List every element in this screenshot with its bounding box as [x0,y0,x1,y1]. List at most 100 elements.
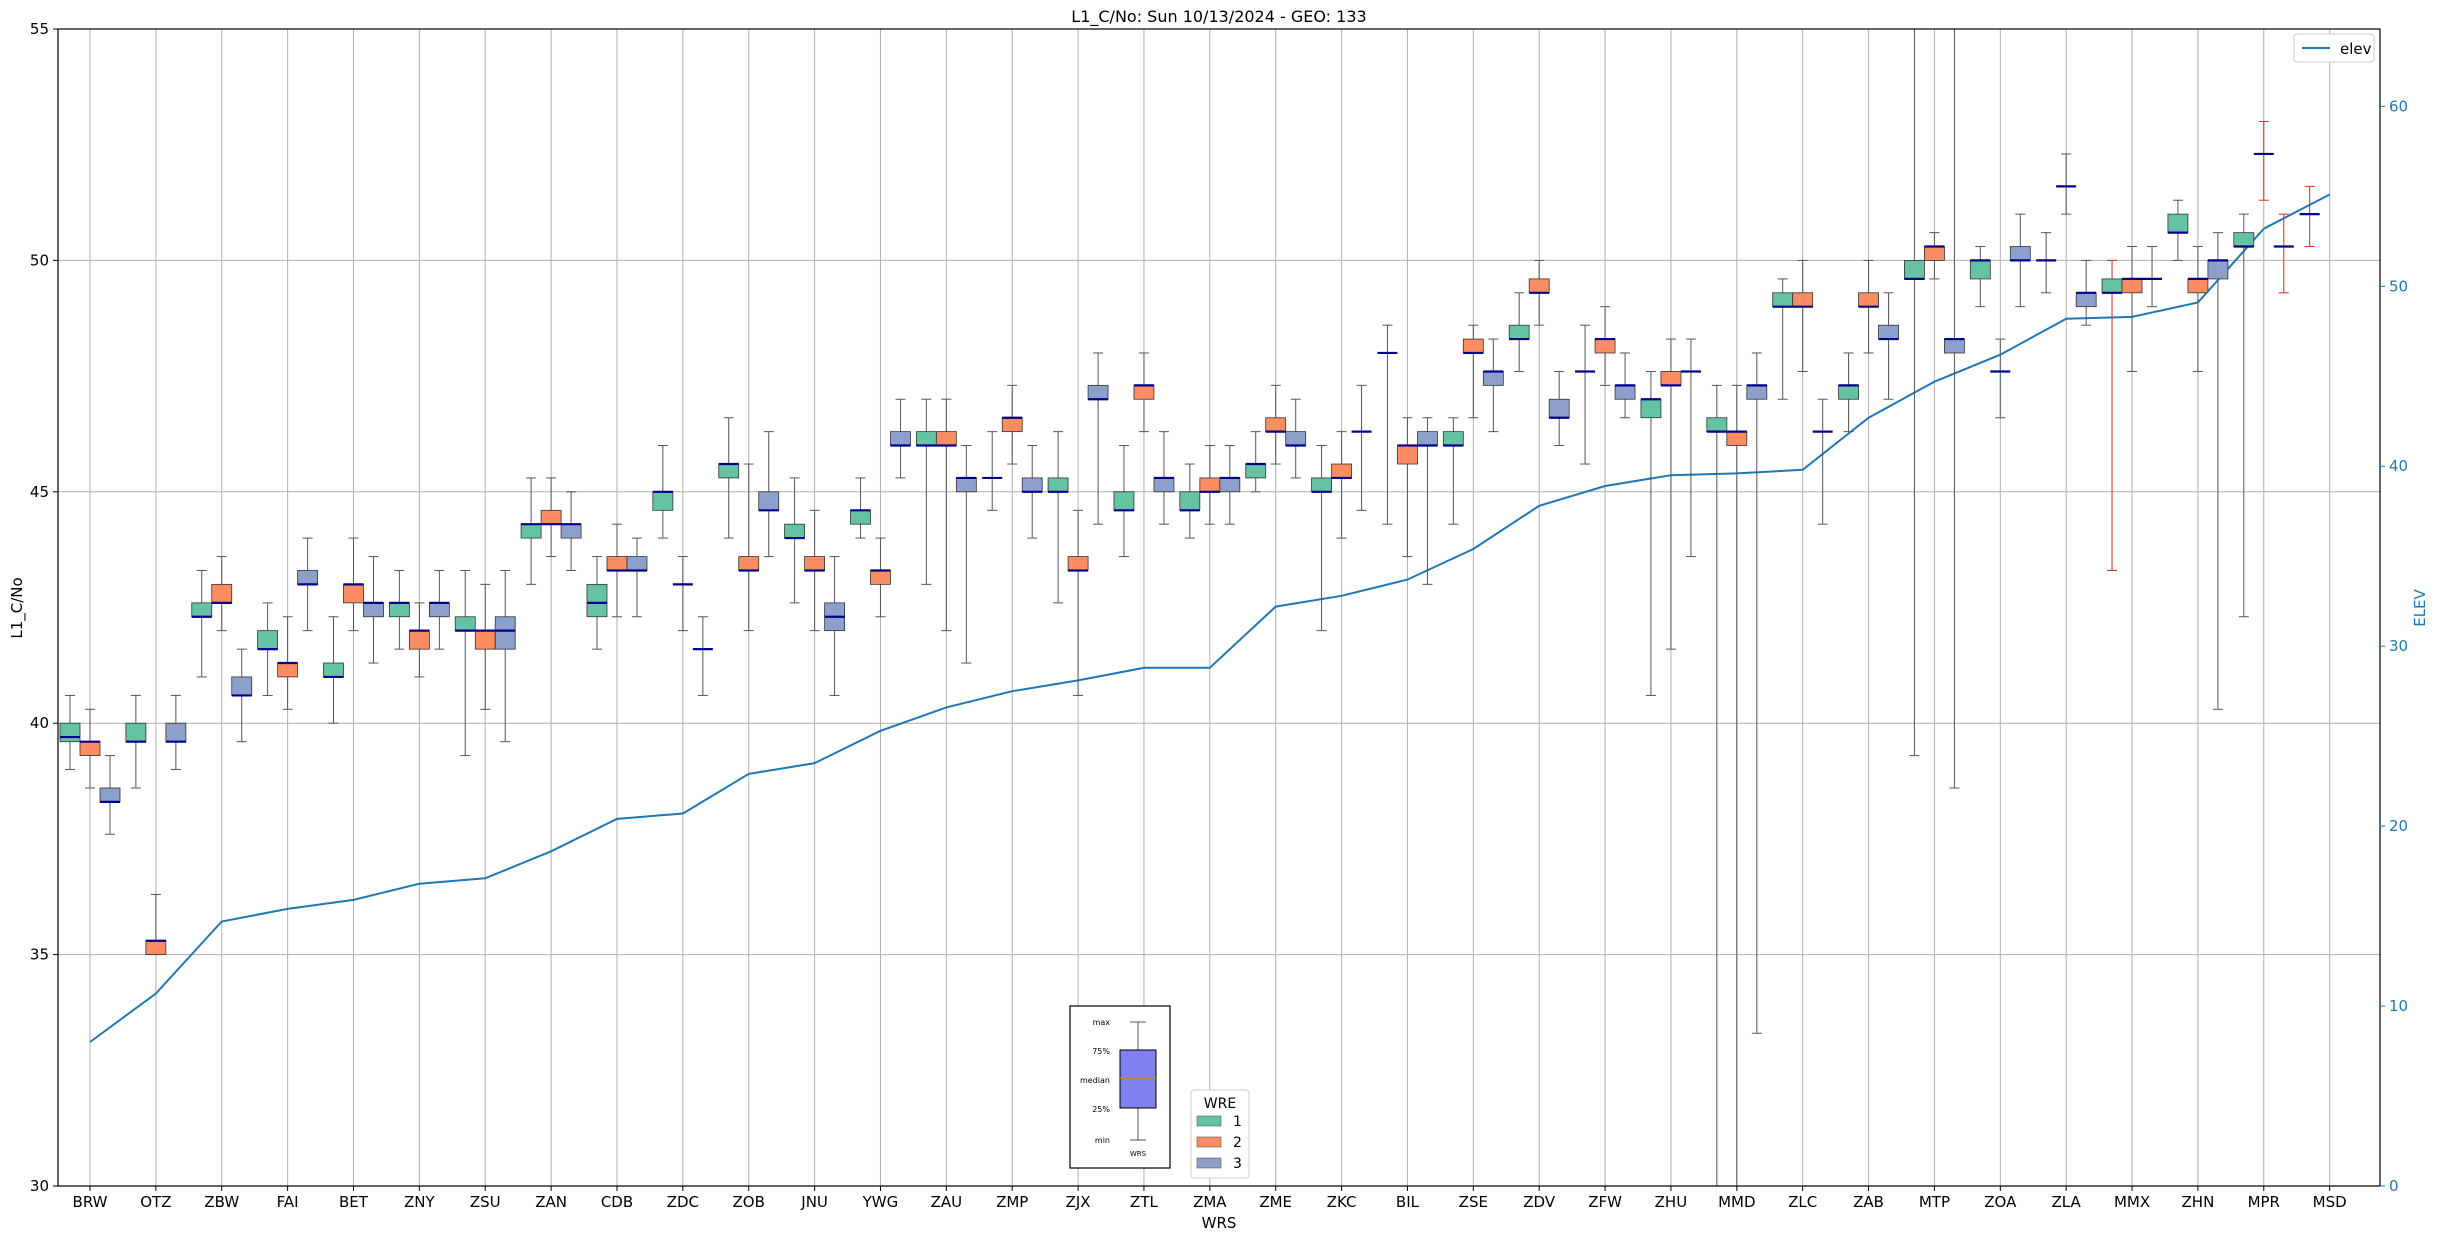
box-body [145,940,167,956]
box-body [79,741,101,756]
x-tick-label: ZDC [667,1193,699,1211]
box-mpr-wre3 [2273,213,2294,294]
elev-layer [89,193,2331,1043]
y2-tick-label: 30 [2389,637,2408,655]
box-zoa-wre2 [1990,338,2011,419]
x-tick-label: JNU [800,1193,828,1211]
box-body [1944,338,1965,354]
box-body [1285,431,1307,446]
box-body [191,602,213,618]
box-mpr-wre1 [2233,213,2255,618]
box-body [297,570,319,585]
box-zab-wre1 [1838,352,1859,433]
box-zkc-wre3 [1351,384,1372,511]
wre-legend-label-3: 3 [1233,1156,1242,1172]
box-body [1482,371,1504,386]
box-zfw-wre2 [1594,306,1616,386]
box-body [1331,463,1352,479]
box-zob-wre1 [718,417,740,539]
box-body [474,630,496,650]
x-tick-label: CDB [601,1193,633,1211]
box-body [99,787,121,803]
box-zdc-wre2 [672,556,693,632]
y-tick-label: 40 [30,714,49,732]
box-body [1878,324,1899,340]
x-tick-label: ZDV [1523,1193,1556,1211]
box-body [1113,491,1135,511]
y-tick-label: 45 [30,483,49,501]
box-body [428,602,450,618]
box-body [1969,259,1991,280]
box-body [2233,232,2255,247]
y2-tick-label: 10 [2389,997,2408,1015]
box-zkc-wre2 [1331,431,1352,539]
box-body [277,662,299,678]
box-zmp-wre2 [1001,384,1023,465]
box-body [1660,371,1682,386]
x-tick-label: ZME [1259,1193,1292,1211]
wre-legend-swatch-1 [1196,1115,1222,1127]
box-otz-wre1 [125,694,147,789]
box-mmx-wre2 [2121,246,2143,372]
box-body [2167,213,2189,234]
y-tick-label: 50 [30,251,49,269]
box-body [1442,431,1464,446]
x-tick-label: FAI [277,1193,299,1211]
box-body [1858,292,1879,308]
box-body [1087,384,1109,400]
x-tick-label: MSD [2313,1193,2347,1211]
box-body [165,722,187,743]
x-tick-label: ZHN [2182,1193,2215,1211]
box-body [323,662,344,678]
box-zsu-wre3 [494,569,516,743]
y-tick-label: 55 [30,20,49,38]
box-zla-wre1 [2036,232,2057,294]
wre-legend-swatch-2 [1196,1136,1222,1148]
box-zdc-wre1 [652,445,674,539]
box-zmp-wre1 [982,431,1003,511]
box-key-inset: max 75% median 25% min WRS [1069,1005,1171,1169]
box-mmd-wre2 [1726,384,1748,1186]
x-tick-label: ZLA [2052,1193,2082,1211]
box-body [784,523,805,539]
x-tick-label: MPR [2248,1193,2280,1211]
box-zan-wre1 [520,477,542,585]
box-body [850,509,871,525]
box-body [408,630,430,650]
box-zoa-wre1 [1969,246,1991,308]
x-tick-label: BRW [73,1193,108,1211]
box-ywg-wre1 [850,477,871,539]
box-zsu-wre1 [454,569,476,757]
box-body [1021,477,1043,493]
box-body [2101,278,2123,294]
box-zan-wre3 [560,491,582,571]
box-body [718,463,740,479]
box-zjx-wre2 [1067,509,1089,696]
box-body [1924,246,1945,261]
y2-tick-label: 40 [2389,457,2408,475]
x-tick-label: ZSE [1459,1193,1488,1211]
box-body [1640,398,1662,419]
box-bil-wre2 [1397,417,1418,558]
box-jnu-wre3 [824,556,845,696]
box-key-min: min [1095,1136,1110,1145]
box-body [1311,477,1332,493]
box-otz-wre3 [165,694,187,770]
box-cdb-wre2 [606,523,628,618]
y-tick-label: 30 [30,1177,49,1195]
box-body [125,722,147,743]
box-body [935,431,957,446]
box-body [560,523,582,539]
x-tick-label: ZOB [733,1193,765,1211]
box-zob-wre3 [758,431,780,558]
box-body [1219,477,1241,493]
box-zhn-wre3 [2207,232,2229,710]
x-tick-label: ZKC [1327,1193,1357,1211]
box-zjx-wre3 [1087,352,1109,525]
box-zfw-wre3 [1614,352,1636,419]
box-body [955,477,977,493]
box-body [1265,417,1287,433]
box-body [1746,384,1768,400]
box-body [738,556,760,571]
box-zme-wre2 [1265,384,1287,465]
